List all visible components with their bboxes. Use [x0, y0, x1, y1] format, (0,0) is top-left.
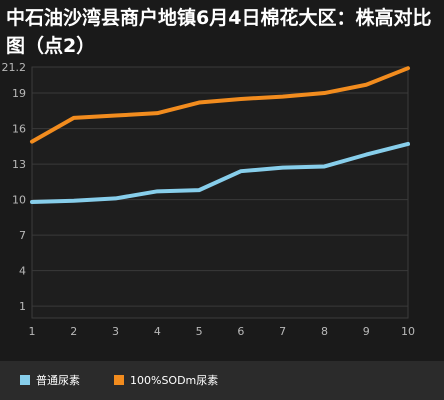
data-point	[322, 91, 326, 95]
y-tick-label: 21.2	[2, 61, 27, 74]
data-point	[322, 164, 326, 168]
data-point	[114, 196, 118, 200]
y-tick-label: 4	[19, 265, 26, 278]
x-tick-label: 5	[196, 325, 203, 338]
chart-title: 中石油沙湾县商户地镇6月4日棉花大区：株高对比图（点2）	[6, 7, 432, 57]
x-tick-label: 4	[154, 325, 161, 338]
series-line-1	[30, 141, 410, 204]
x-tick-label: 10	[401, 325, 415, 338]
x-tick-label: 7	[279, 325, 286, 338]
data-point	[155, 189, 159, 193]
legend-swatch	[20, 375, 30, 385]
data-point	[197, 101, 201, 105]
data-point	[406, 66, 410, 70]
data-point	[155, 111, 159, 115]
data-point	[114, 114, 118, 118]
data-point	[72, 199, 76, 203]
legend-label: 100%SODm尿素	[130, 374, 219, 387]
x-tick-label: 9	[363, 325, 370, 338]
y-tick-label: 16	[12, 123, 26, 136]
data-point	[239, 97, 243, 101]
x-tick-label: 8	[321, 325, 328, 338]
data-point	[364, 153, 368, 157]
legend-item-series-1: 普通尿素	[20, 372, 80, 388]
x-tick-label: 1	[29, 325, 36, 338]
legend: 普通尿素 100%SODm尿素	[0, 361, 444, 400]
data-point	[406, 142, 410, 146]
x-tick-label: 6	[237, 325, 244, 338]
legend-item-series-2: 100%SODm尿素	[114, 372, 218, 388]
x-tick-label: 3	[112, 325, 119, 338]
y-tick-label: 10	[12, 194, 26, 207]
legend-swatch	[114, 375, 124, 385]
data-point	[30, 140, 34, 144]
legend-label: 普通尿素	[36, 374, 80, 387]
data-point	[72, 116, 76, 120]
data-point	[197, 188, 201, 192]
y-tick-label: 13	[12, 158, 26, 171]
x-tick-label: 2	[70, 325, 77, 338]
y-tick-label: 19	[12, 87, 26, 100]
data-point	[281, 166, 285, 170]
data-point	[281, 95, 285, 99]
data-point	[239, 169, 243, 173]
y-tick-label: 1	[19, 300, 26, 313]
line-chart: 1 4 7 10 13 16 19 21.2 1 2 3 4 5 6 7 8 9 10	[2, 61, 416, 338]
series-line-2	[30, 66, 410, 144]
data-point	[30, 200, 34, 204]
y-tick-label: 7	[19, 229, 26, 242]
plot-area	[31, 66, 409, 319]
data-point	[364, 83, 368, 87]
